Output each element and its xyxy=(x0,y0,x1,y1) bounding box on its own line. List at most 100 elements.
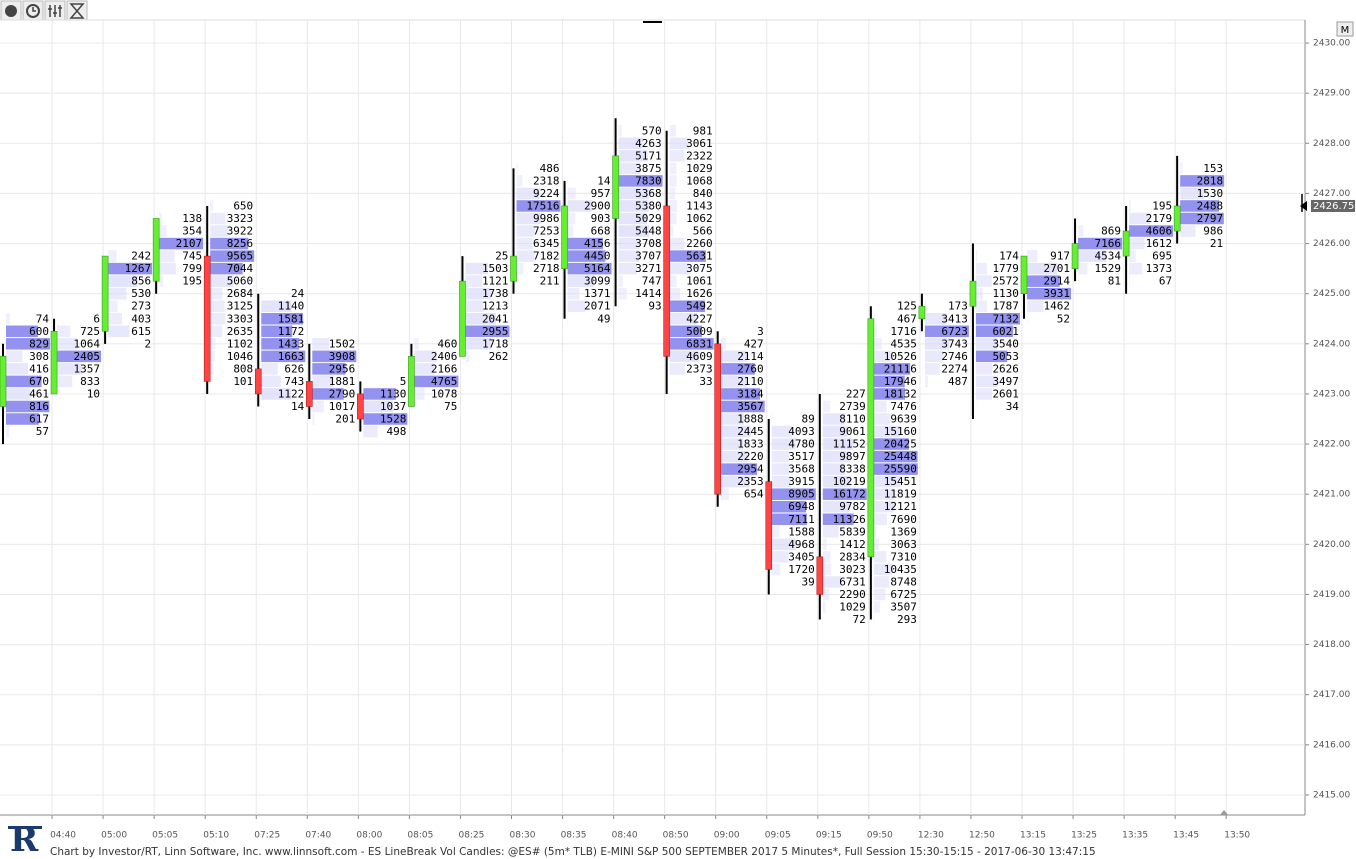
volume-label: 3540 xyxy=(992,337,1019,350)
volume-label: 840 xyxy=(693,187,713,200)
y-tick-label: 2423.00 xyxy=(1313,389,1350,399)
volume-label: 1738 xyxy=(482,287,509,300)
volume-bar xyxy=(771,463,790,475)
x-tick-label: 09:15 xyxy=(816,831,842,841)
candle-body xyxy=(101,255,109,332)
volume-label: 1062 xyxy=(686,212,713,225)
volume-bar xyxy=(975,275,992,287)
volume-label: 4765 xyxy=(431,375,458,388)
y-tick-label: 2428.00 xyxy=(1313,139,1350,149)
volume-label: 33 xyxy=(699,375,712,388)
volume-label: 14 xyxy=(597,174,611,187)
volume-label: 498 xyxy=(386,425,406,438)
volume-label: 745 xyxy=(182,250,202,263)
volume-bar xyxy=(1078,237,1123,250)
volume-bar xyxy=(567,225,574,237)
volume-label: 1143 xyxy=(686,199,713,212)
volume-bar xyxy=(771,513,807,526)
volume-bar xyxy=(975,338,998,350)
volume-label: 75 xyxy=(444,400,457,413)
volume-bar xyxy=(414,350,437,363)
volume-bar xyxy=(210,212,226,225)
volume-bar xyxy=(6,375,42,388)
volume-label: 7253 xyxy=(533,225,560,238)
volume-column: 3427211427602110318435671888244518332220… xyxy=(714,325,765,507)
volume-bar xyxy=(618,125,622,137)
volume-bar xyxy=(465,262,488,275)
y-tick-label: 2419.00 xyxy=(1313,590,1350,600)
volume-label: 1078 xyxy=(431,387,458,400)
volume-label: 7476 xyxy=(890,400,917,413)
volume-label: 17946 xyxy=(884,375,917,388)
volume-label: 2110 xyxy=(737,375,764,388)
volume-label: 816 xyxy=(29,400,49,413)
candle-body xyxy=(867,318,875,558)
last-price-box xyxy=(1311,199,1355,212)
volume-label: 7182 xyxy=(533,250,560,263)
volume-label: 12121 xyxy=(884,500,917,513)
volume-label: 3707 xyxy=(635,250,662,263)
volume-label: 1433 xyxy=(278,337,305,350)
volume-bar xyxy=(873,425,900,438)
volume-label: 8256 xyxy=(227,237,254,250)
y-tick-label: 2418.00 xyxy=(1313,640,1350,650)
volume-label: 2353 xyxy=(737,475,764,488)
volume-bar xyxy=(873,325,877,338)
volume-label: 1503 xyxy=(482,262,509,275)
volume-label: 14 xyxy=(291,400,305,413)
volume-bar xyxy=(108,312,123,325)
volume-bar xyxy=(1129,275,1130,287)
volume-label: 1720 xyxy=(788,563,815,576)
volume-label: 416 xyxy=(29,362,49,375)
volume-bar xyxy=(618,200,649,212)
volume-label: 1130 xyxy=(992,287,1019,300)
volume-bar xyxy=(108,300,118,312)
volume-bar xyxy=(261,388,291,400)
volume-bar xyxy=(618,150,648,162)
volume-bar xyxy=(465,350,470,363)
x-tick-label: 09:50 xyxy=(867,831,893,841)
volume-bar xyxy=(975,375,998,388)
volume-label: 3 xyxy=(757,325,764,338)
volume-label: 2445 xyxy=(737,425,764,438)
volume-label: 49 xyxy=(597,312,610,325)
volume-bar xyxy=(57,375,73,388)
volume-label: 5009 xyxy=(686,325,713,338)
volume-bar xyxy=(1180,175,1225,187)
volume-label: 8905 xyxy=(788,488,815,501)
volume-bar xyxy=(516,262,524,275)
candle-body xyxy=(0,356,7,407)
volume-bar xyxy=(720,425,751,438)
volume-bar xyxy=(924,363,940,375)
volume-bar xyxy=(108,250,117,262)
volume-bar xyxy=(6,413,39,425)
volume-bar xyxy=(567,250,606,262)
volume-label: 626 xyxy=(284,362,304,375)
volume-label: 3922 xyxy=(227,225,254,238)
volume-bar xyxy=(822,388,824,400)
corner-button[interactable] xyxy=(1336,21,1354,37)
candle-body xyxy=(408,356,415,407)
candle-body xyxy=(203,255,211,382)
logo-bar xyxy=(8,826,42,829)
x-tick-label: 12:50 xyxy=(969,831,995,841)
volume-bar xyxy=(210,300,225,312)
volume-bar xyxy=(618,262,637,275)
volume-bar xyxy=(822,500,850,513)
volume-bar xyxy=(924,350,943,363)
volume-column: 9813061232210291068840114310625662260563… xyxy=(663,124,714,394)
volume-bar xyxy=(618,137,643,150)
volume-bar xyxy=(516,237,533,250)
candle-body xyxy=(1071,243,1079,269)
volume-label: 2290 xyxy=(839,588,866,601)
volume-bar xyxy=(822,551,831,563)
volume-bar xyxy=(414,375,459,388)
volume-bar xyxy=(771,438,796,450)
